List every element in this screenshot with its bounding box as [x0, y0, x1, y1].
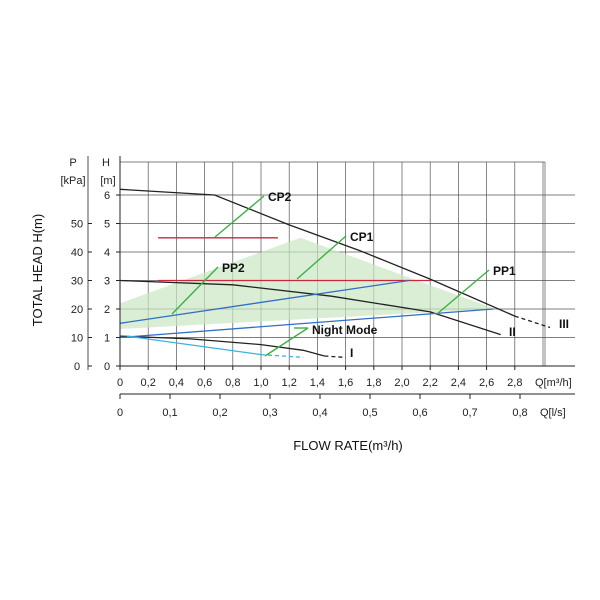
flow-m3h-tick-label: 2,4 [451, 377, 466, 389]
pressure-tick-label: 40 [71, 247, 83, 259]
operating-area-fill [120, 237, 515, 329]
head-tick-label: 3 [104, 276, 110, 288]
flow-m3h-tick-label: 0,4 [169, 377, 184, 389]
flow-m3h-tick-label: 0,6 [197, 377, 212, 389]
series-pp2-line [119, 279, 410, 324]
head-tick-label: 6 [104, 190, 110, 202]
label-iii: III [559, 317, 569, 331]
leader-lines [171, 195, 490, 357]
label-i: I [350, 346, 353, 360]
series-i-line [119, 335, 325, 357]
flow-m3h-tick-label: 0 [117, 377, 123, 389]
head-tick-label: 4 [104, 247, 110, 259]
flow-m3h-tick-label: 0,8 [225, 377, 240, 389]
flow-ls-tick-label: 0,4 [312, 407, 327, 419]
x-axis-title: FLOW RATE(m³/h) [293, 438, 403, 453]
pressure-tick-label: 50 [71, 219, 83, 231]
flow-ls-tick-label: 0,7 [462, 407, 477, 419]
label-pp1-leader [436, 269, 490, 315]
pressure-unit: [kPa] [60, 175, 85, 187]
label-cp2: CP2 [268, 190, 292, 204]
label-cp1: CP1 [350, 230, 374, 244]
flow-ls-tick-label: 0,1 [162, 407, 177, 419]
label-pp1: PP1 [493, 264, 516, 278]
flow-m3h-tick-label: 0,2 [141, 377, 156, 389]
flow-ls-tick-label: 0,3 [262, 407, 277, 419]
series-iii-line [119, 188, 516, 317]
flow-m3h-tick-label: 2,6 [479, 377, 494, 389]
pressure-tick-label: 30 [71, 276, 83, 288]
label-pp2: PP2 [222, 261, 245, 275]
y-axis-title: TOTAL HEAD H(m) [30, 214, 45, 326]
series-night-mode-dashed-tail [260, 353, 304, 359]
series-ii-line [119, 279, 501, 336]
flow-m3h-tick-label: 1,4 [310, 377, 325, 389]
head-tick-label: 2 [104, 304, 110, 316]
flow-ls-tick-label: 0 [117, 407, 123, 419]
label-ii: II [509, 325, 516, 339]
head-tick-label: 5 [104, 219, 110, 231]
series-layer [119, 188, 551, 359]
label-cp2-leader [214, 195, 265, 238]
flow-m3h-tick-label: 1,0 [253, 377, 268, 389]
flow-ls-tick-label: 0,8 [512, 407, 527, 419]
flow-ls-tick-label: 0,6 [412, 407, 427, 419]
series-pp1-line [119, 308, 494, 339]
flow-m3h-tick-label: 1,2 [282, 377, 297, 389]
series-iii-dashed-tail [514, 315, 551, 329]
flow-m3h-tick-label: 1,8 [366, 377, 381, 389]
series-i-dashed-tail [324, 355, 346, 359]
pressure-symbol: P [69, 157, 76, 169]
pressure-tick-label: 0 [74, 361, 80, 373]
flow-m3h-tick-label: 1,6 [338, 377, 353, 389]
flow-ls-tick-label: 0,2 [212, 407, 227, 419]
head-tick-label: 1 [104, 333, 110, 345]
head-symbol: H [102, 157, 110, 169]
pressure-tick-label: 20 [71, 304, 83, 316]
label-night-mode-leader [264, 327, 309, 357]
flow-ls-tick-label: 0,5 [362, 407, 377, 419]
flow-m3h-tick-label: 2,2 [423, 377, 438, 389]
flow-m3h-tick-label: 2,0 [394, 377, 409, 389]
axes: 0 1 2 3 4 5 6 0 10 20 30 40 50 0 0,2 0,4 0,6 0,8 1,0 1,2 1,4… [71, 156, 575, 419]
flow-ls-unit: Q[l/s] [540, 407, 566, 419]
label-cp1-leader [296, 235, 347, 280]
flow-m3h-unit: Q[m³/h] [535, 377, 572, 389]
label-night-mode: Night Mode [312, 323, 378, 337]
flow-m3h-tick-label: 2,8 [507, 377, 522, 389]
series-night-mode-line [126, 335, 262, 356]
head-tick-label: 0 [104, 361, 110, 373]
grid [119, 161, 575, 366]
label-pp2-leader [171, 266, 219, 315]
head-unit: [m] [100, 175, 115, 187]
pressure-tick-label: 10 [71, 333, 83, 345]
